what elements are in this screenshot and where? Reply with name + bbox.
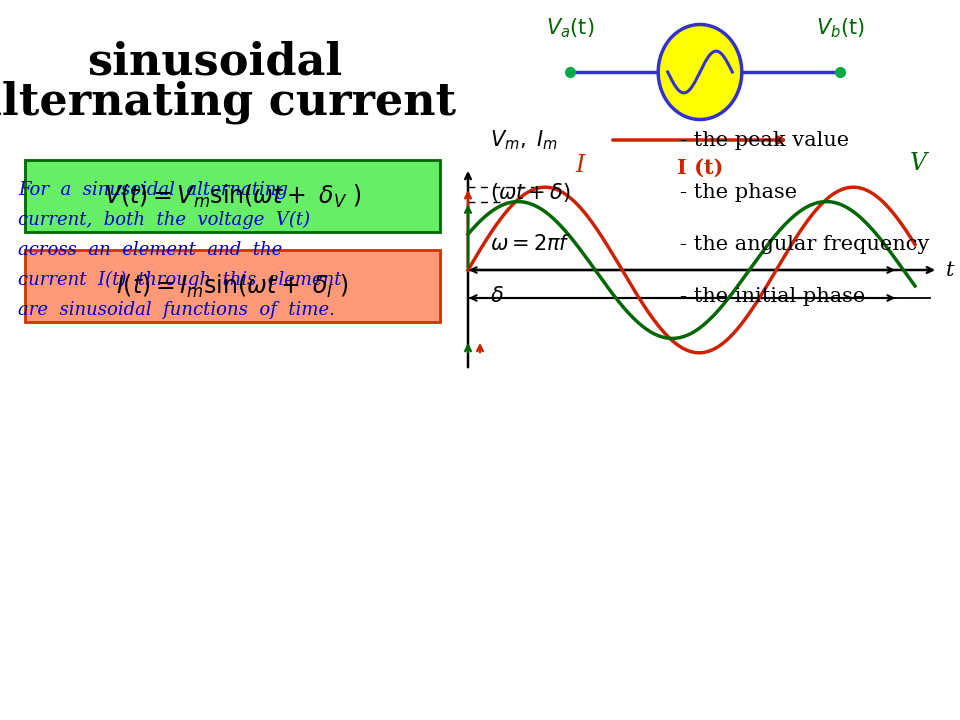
Ellipse shape: [659, 24, 742, 120]
Text: - the peak value: - the peak value: [680, 130, 850, 150]
Text: - the angular frequency: - the angular frequency: [680, 235, 929, 253]
Text: t: t: [946, 261, 954, 279]
Text: $\omega = 2\pi f$: $\omega = 2\pi f$: [490, 234, 571, 254]
FancyBboxPatch shape: [25, 250, 440, 322]
Text: $\delta$: $\delta$: [490, 286, 504, 306]
FancyBboxPatch shape: [25, 160, 440, 232]
Text: alternating current: alternating current: [0, 80, 457, 124]
Text: $V_m,\ I_m$: $V_m,\ I_m$: [490, 128, 558, 152]
Text: $(\omega t+\delta)$: $(\omega t+\delta)$: [490, 181, 570, 204]
Text: $V_a\mathrm{(t)}$: $V_a\mathrm{(t)}$: [545, 17, 594, 40]
Text: - the phase: - the phase: [680, 182, 797, 202]
Text: For  a  sinusoidal  alternating: For a sinusoidal alternating: [18, 181, 288, 199]
Text: I: I: [575, 154, 585, 177]
Text: are  sinusoidal  functions  of  time.: are sinusoidal functions of time.: [18, 301, 335, 319]
Text: across  an  element  and  the: across an element and the: [18, 241, 282, 259]
Text: I (t): I (t): [677, 158, 723, 178]
Text: $V_b\mathrm{(t)}$: $V_b\mathrm{(t)}$: [816, 17, 864, 40]
Text: $I(t) = I_m \sin(\omega t +\ \delta_I\ )$: $I(t) = I_m \sin(\omega t +\ \delta_I\ )…: [116, 272, 349, 300]
Text: sinusoidal: sinusoidal: [87, 40, 343, 84]
Text: current  I(t)  through  this  element: current I(t) through this element: [18, 271, 342, 289]
Text: current,  both  the  voltage  V(t): current, both the voltage V(t): [18, 211, 310, 229]
Text: $V(t) = V_m \sin(\omega t +\ \delta_V\ )$: $V(t) = V_m \sin(\omega t +\ \delta_V\ )…: [104, 182, 361, 210]
Text: - the initial phase: - the initial phase: [680, 287, 865, 305]
Text: V: V: [910, 152, 927, 175]
